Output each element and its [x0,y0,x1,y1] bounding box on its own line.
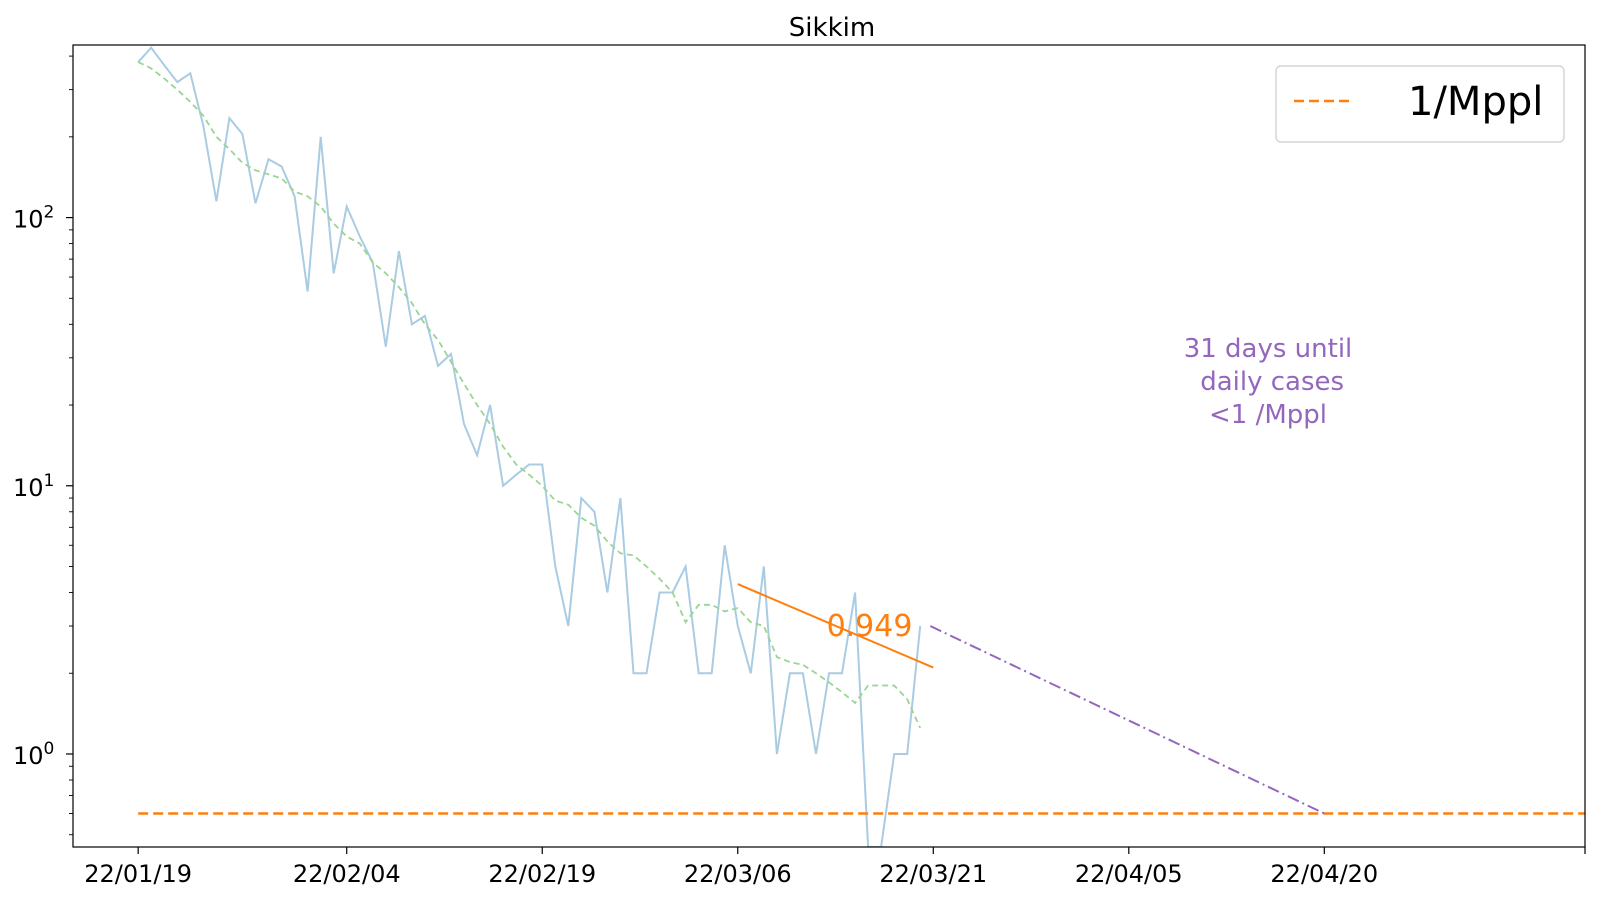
y-tick-label: 100 [13,739,54,770]
legend-box [1275,65,1565,143]
x-tick-label: 22/04/20 [1270,860,1378,888]
average-line [137,61,922,729]
x-axis: 22/01/19 22/02/04 22/02/19 22/03/06 22/03/21… [84,847,1586,888]
x-tick-label: 22/03/06 [684,860,792,888]
y-tick-label: 101 [13,471,54,502]
series-layer [137,46,1585,847]
x-tick-label: 22/01/19 [84,860,192,888]
annotation-layer: 0.949 31 days until daily cases <1 /Mppl [737,334,1353,815]
plot-frame [72,44,1586,848]
legend-label-1-mppl: 1/Mppl [1408,79,1543,125]
projection-line [929,625,1325,815]
chart-title: Sikkim [789,13,875,43]
y-tick-label: 102 [13,203,54,234]
x-tick-label: 22/02/19 [488,860,596,888]
fit-line [737,583,934,669]
legend: 1/Mppl [1275,65,1565,143]
x-tick-label: 22/02/04 [293,860,401,888]
x-tick-label: 22/03/21 [879,860,987,888]
fit-rate-label: 0.949 [827,609,913,644]
projection-annotation: 31 days until daily cases <1 /Mppl [1184,334,1353,430]
y-axis: 100 101 102 [13,55,73,836]
daily-cases-line [137,46,922,847]
x-tick-label: 22/04/05 [1075,860,1183,888]
